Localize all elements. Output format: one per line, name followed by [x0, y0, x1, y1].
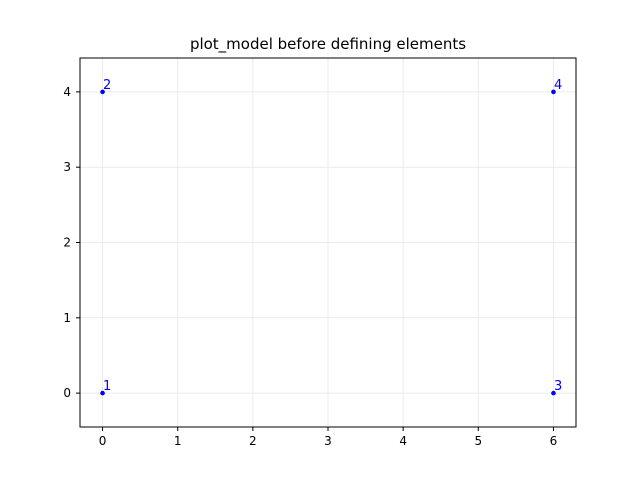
grid	[80, 58, 576, 427]
x-tick-label: 0	[99, 434, 107, 448]
point-label: 1	[103, 379, 111, 394]
x-tick-label: 6	[550, 434, 558, 448]
y-tick-label: 4	[63, 85, 71, 99]
data-point	[100, 390, 105, 396]
y-tick-label: 0	[63, 386, 71, 400]
chart-title: plot_model before defining elements	[190, 35, 466, 54]
point-label: 2	[103, 78, 111, 93]
x-tick-label: 2	[249, 434, 257, 448]
data-point	[551, 390, 556, 396]
y-tick-label: 3	[63, 160, 71, 174]
y-tick-label: 1	[63, 311, 71, 325]
y-tick-label: 2	[63, 236, 71, 250]
data-point	[100, 89, 105, 95]
x-tick-label: 5	[474, 434, 482, 448]
data-points: 1 2 3 4	[100, 78, 562, 396]
point-label: 3	[554, 379, 562, 394]
data-point	[551, 89, 556, 95]
point-label: 4	[554, 78, 562, 93]
x-tick-label: 4	[399, 434, 407, 448]
axes-frame	[79, 57, 577, 428]
x-tick-label: 3	[324, 434, 332, 448]
axis-ticks: 0 1 2 3 4 5 6 0 1 2 3 4	[63, 85, 557, 448]
x-tick-label: 1	[174, 434, 182, 448]
